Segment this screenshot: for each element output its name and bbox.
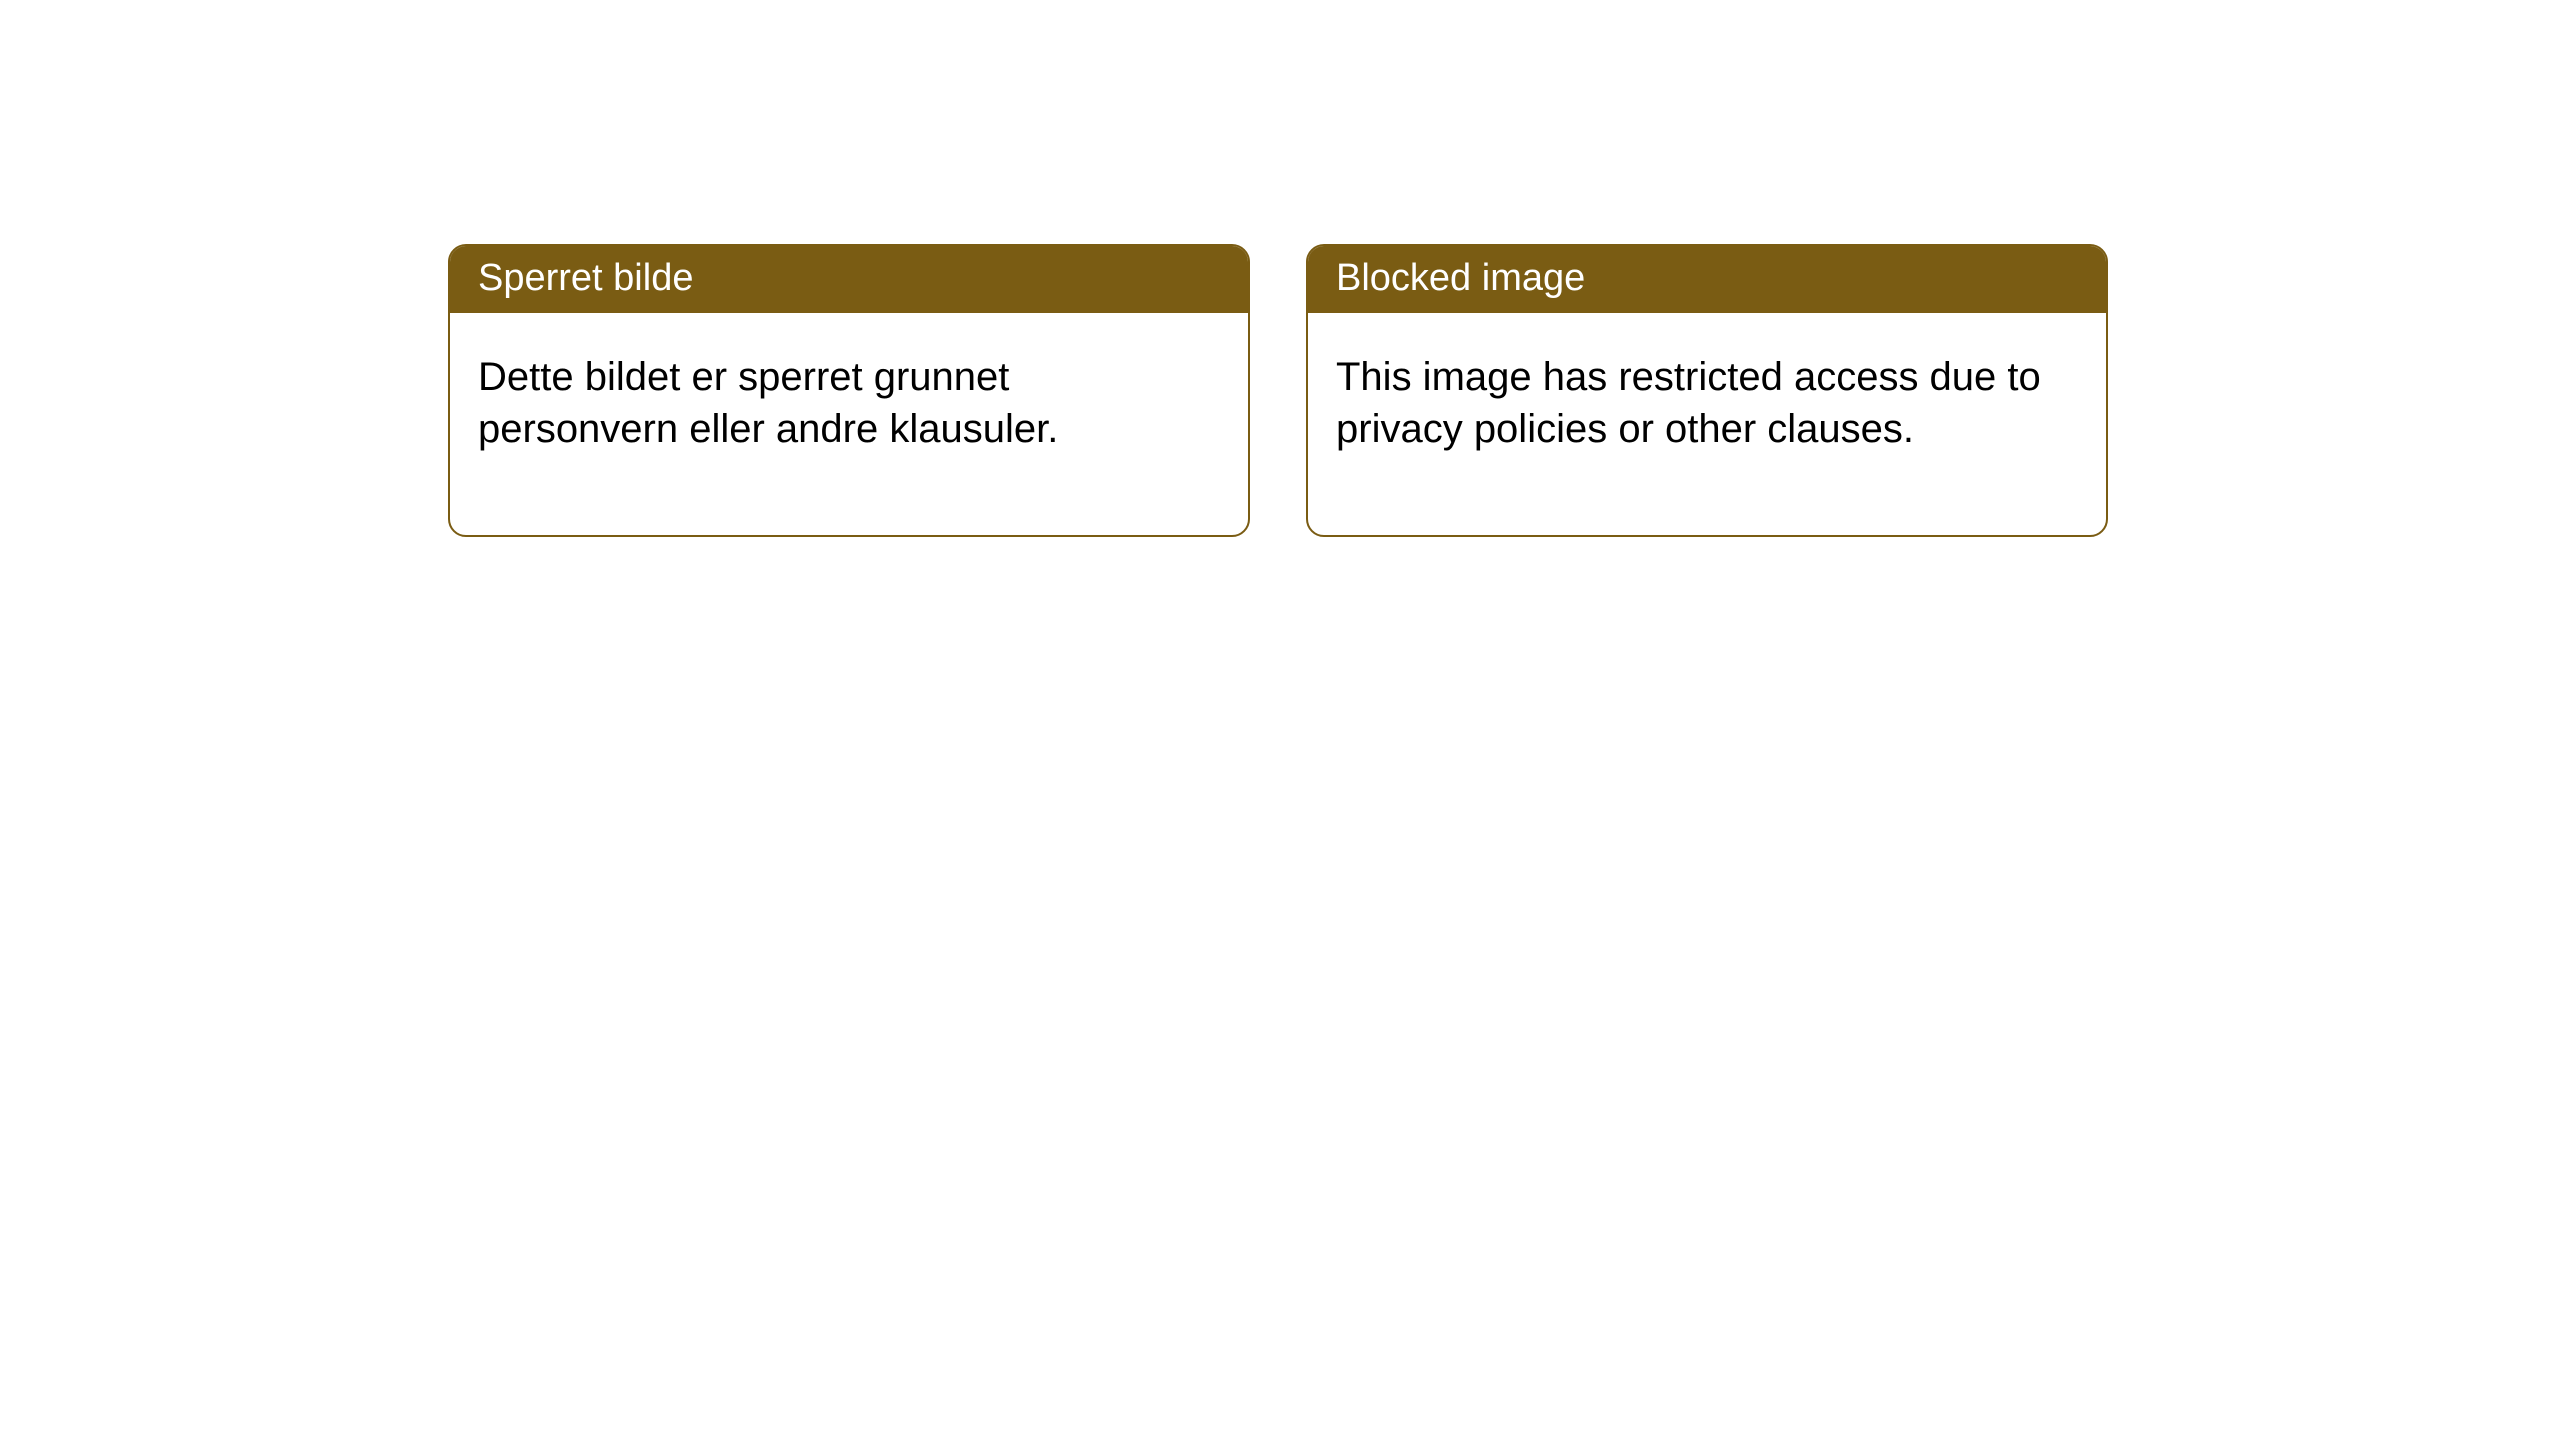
notice-header-english: Blocked image [1308,246,2106,313]
notice-card-norwegian: Sperret bilde Dette bildet er sperret gr… [448,244,1250,537]
notice-body-english: This image has restricted access due to … [1308,313,2106,535]
notice-body-norwegian: Dette bildet er sperret grunnet personve… [450,313,1248,535]
notice-container: Sperret bilde Dette bildet er sperret gr… [0,0,2560,537]
notice-card-english: Blocked image This image has restricted … [1306,244,2108,537]
notice-header-norwegian: Sperret bilde [450,246,1248,313]
